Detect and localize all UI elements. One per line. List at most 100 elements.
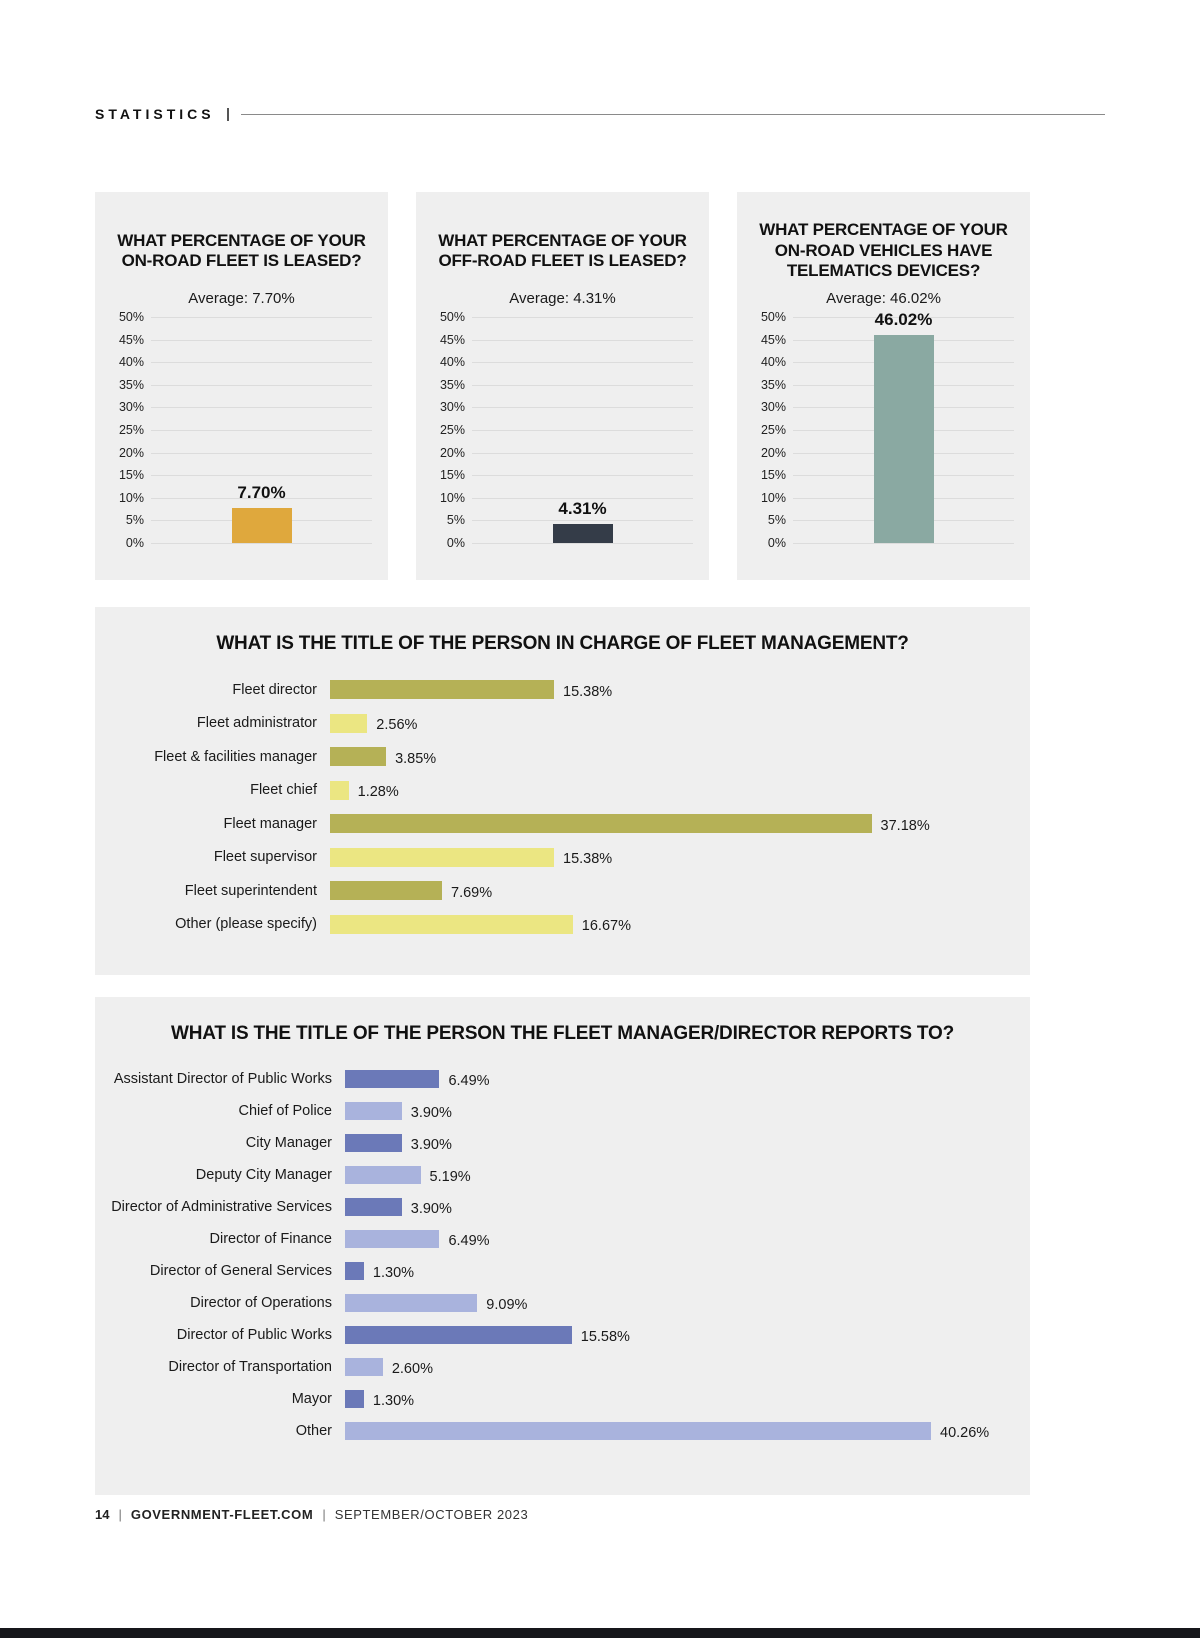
value-label: 3.90%	[410, 1201, 452, 1217]
bar-row: Fleet director 15.38%	[95, 673, 1000, 707]
bar-row: Director of Finance 6.49%	[95, 1223, 1000, 1255]
category-label: Director of Administrative Services	[111, 1199, 332, 1215]
plot-area: 46.02%	[793, 310, 1014, 544]
y-tick-label: 10%	[439, 490, 465, 505]
bar-track: 1.30%	[345, 1390, 1000, 1409]
y-tick-label: 25%	[118, 423, 144, 437]
bar	[330, 914, 573, 934]
footer-issue: SEPTEMBER/OCTOBER 2023	[334, 1507, 529, 1522]
category-label: Fleet director	[232, 681, 317, 698]
chart-title: WHAT PERCENTAGE OF YOUR ON-ROAD VEHICLES…	[759, 220, 1008, 281]
bar-row: Fleet administrator 2.56%	[95, 707, 1000, 741]
gridline	[151, 339, 372, 341]
y-tick-label: 50%	[118, 310, 144, 324]
category-label: Director of Public Works	[176, 1327, 332, 1343]
y-tick-label: 35%	[439, 377, 465, 392]
bar-row: Fleet manager 37.18%	[95, 807, 1000, 841]
category-label: Fleet superintendent	[184, 882, 317, 899]
chart-panel-reports-to: WHAT IS THE TITLE OF THE PERSON THE FLEE…	[95, 997, 1030, 1495]
bar-value-label: 7.70%	[237, 483, 286, 503]
bar-row: Other (please specify) 16.67%	[95, 908, 1000, 942]
bar-row: Fleet supervisor 15.38%	[95, 841, 1000, 875]
bar	[345, 1262, 364, 1280]
category-label: Mayor	[291, 1391, 332, 1407]
category-label: Fleet chief	[250, 782, 317, 799]
vertical-bar-chart: 50% 45% 40% 35% 30% 25% 20% 15% 10% 5% 0% 4.31%	[432, 310, 693, 550]
bar	[345, 1422, 931, 1440]
chart-title: WHAT IS THE TITLE OF THE PERSON THE FLEE…	[171, 1023, 954, 1044]
chart-average-label: Average: 7.70%	[188, 290, 295, 307]
gridline	[151, 407, 372, 409]
y-tick-label: 15%	[439, 468, 465, 483]
y-tick-label: 25%	[439, 423, 465, 437]
gridline	[151, 362, 372, 364]
y-tick-label: 5%	[767, 513, 786, 528]
bar-row: Fleet chief 1.28%	[95, 774, 1000, 808]
y-tick-label: 50%	[439, 310, 465, 324]
bar	[552, 523, 613, 543]
bar-track: 3.90%	[345, 1198, 1000, 1217]
value-label: 1.30%	[372, 1393, 415, 1409]
value-label: 3.90%	[410, 1137, 452, 1153]
bar-row: City Manager 3.90%	[95, 1127, 1000, 1159]
gridline	[151, 317, 372, 318]
section-header: STATISTICS	[95, 106, 1105, 122]
category-label: Deputy City Manager	[195, 1167, 332, 1183]
category-label: Chief of Police	[238, 1103, 333, 1119]
y-axis: 50% 45% 40% 35% 30% 25% 20% 15% 10% 5% 0%	[111, 310, 151, 550]
y-tick-label: 5%	[125, 513, 144, 528]
header-rule-tick	[226, 107, 229, 121]
y-tick-label: 20%	[439, 445, 465, 460]
chart-panel-fleet-management-title: WHAT IS THE TITLE OF THE PERSON IN CHARG…	[95, 607, 1030, 975]
category-label: Fleet administrator	[196, 715, 317, 732]
bar-row: Fleet superintendent 7.69%	[95, 874, 1000, 908]
gridline	[472, 430, 693, 431]
chart-title: WHAT PERCENTAGE OF YOUR OFF-ROAD FLEET I…	[438, 230, 687, 270]
page-footer: 14 | GOVERNMENT-FLEET.COM | SEPTEMBER/OC…	[95, 1507, 528, 1522]
bar-track: 2.60%	[345, 1358, 1000, 1377]
gridline	[472, 407, 693, 409]
gridline	[472, 543, 693, 544]
y-tick-label: 30%	[118, 400, 144, 415]
category-label: Director of Finance	[209, 1231, 333, 1247]
bar	[330, 780, 349, 800]
value-label: 7.69%	[451, 884, 493, 901]
bar-track: 1.28%	[330, 780, 1000, 800]
value-label: 9.09%	[486, 1297, 528, 1313]
category-label: Fleet manager	[223, 815, 318, 832]
chart-average-label: Average: 46.02%	[826, 290, 941, 307]
bar-track: 3.90%	[345, 1134, 1000, 1153]
page-number: 14	[95, 1507, 110, 1522]
gridline	[472, 452, 693, 454]
gridline	[472, 362, 693, 364]
bar-track: 40.26%	[345, 1422, 1000, 1441]
gridline	[472, 497, 693, 499]
y-tick-label: 0%	[767, 536, 786, 550]
bar-track: 3.85%	[330, 747, 1000, 767]
value-label: 6.49%	[448, 1073, 490, 1089]
bar	[345, 1102, 402, 1120]
gridline	[151, 430, 372, 431]
category-label: Assistant Director of Public Works	[113, 1071, 332, 1087]
y-tick-label: 40%	[760, 355, 786, 370]
bar	[345, 1230, 440, 1248]
y-tick-label: 35%	[118, 377, 144, 392]
chart-panel-telematics: WHAT PERCENTAGE OF YOUR ON-ROAD VEHICLES…	[737, 192, 1030, 580]
bar	[330, 747, 387, 767]
bar-track: 15.38%	[330, 680, 1000, 700]
y-tick-label: 15%	[118, 468, 144, 483]
header-rule-line	[240, 113, 1105, 115]
value-label: 5.19%	[429, 1169, 471, 1185]
horizontal-bar-chart: Assistant Director of Public Works 6.49% C…	[95, 1063, 1030, 1447]
footer-separator: |	[322, 1507, 326, 1522]
y-tick-label: 50%	[760, 310, 786, 324]
bar-row: Director of Operations 9.09%	[95, 1287, 1000, 1319]
y-axis: 50% 45% 40% 35% 30% 25% 20% 15% 10% 5% 0%	[432, 310, 472, 550]
gridline	[151, 497, 372, 499]
bar-row: Director of General Services 1.30%	[95, 1255, 1000, 1287]
bar	[873, 335, 934, 543]
bar-row: Fleet & facilities manager 3.85%	[95, 740, 1000, 774]
gridline	[151, 475, 372, 477]
bar-row: Deputy City Manager 5.19%	[95, 1159, 1000, 1191]
bar	[345, 1326, 572, 1344]
